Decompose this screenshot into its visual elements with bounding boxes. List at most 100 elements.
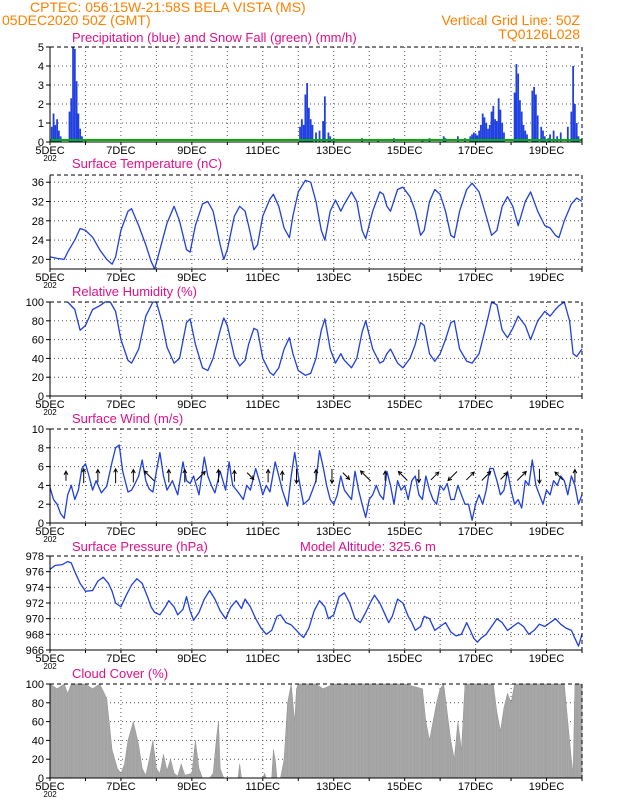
precip-bar — [572, 66, 575, 142]
wind-vector-head — [143, 470, 149, 475]
temperature-xtick-label: 5DEC — [35, 272, 64, 284]
temperature-title: Surface Temperature (nC) — [72, 156, 223, 171]
cloud-xtick-label: 15DEC — [387, 781, 423, 793]
precip-ytick-label: 5 — [38, 42, 44, 54]
wind-vector-head — [232, 469, 237, 475]
pressure-xtick-label: 7DEC — [106, 653, 135, 665]
precip-bar — [549, 134, 551, 142]
temperature-xtick-label: 15DEC — [387, 272, 423, 284]
pressure-ytick-label: 966 — [26, 645, 44, 657]
precip-xtick-label: 17DEC — [458, 145, 494, 157]
precip-bar — [540, 126, 543, 142]
temperature-ytick-label: 28 — [32, 216, 44, 228]
precip-bar — [492, 105, 495, 142]
precip-bar — [79, 128, 82, 142]
wind-vector-head — [130, 468, 136, 474]
cloud-ytick-label: 80 — [32, 698, 44, 710]
wind-vector — [466, 471, 475, 481]
pressure-year-label: 202 — [43, 662, 57, 671]
temperature-xtick-label: 11DEC — [245, 272, 280, 284]
wind-ytick-label: 10 — [32, 424, 44, 436]
wind-ytick-label: 8 — [38, 443, 44, 455]
wind-vector-head — [382, 470, 388, 475]
humidity-xtick-label: 7DEC — [106, 399, 135, 411]
precip-bar — [308, 107, 310, 142]
precip-bar — [52, 113, 55, 142]
precip-ytick-label: 0 — [38, 137, 44, 149]
cloud-ytick-label: 40 — [32, 735, 44, 747]
precip-xtick-label: 7DEC — [106, 145, 135, 157]
pressure-xtick-label: 11DEC — [245, 653, 280, 665]
pressure-ytick-label: 978 — [26, 551, 44, 563]
wind-vector — [500, 472, 508, 480]
precip-bar — [536, 115, 539, 142]
cloud-title: Cloud Cover (%) — [72, 666, 169, 681]
wind-vector-head — [313, 468, 319, 474]
cloud-xtick-label: 13DEC — [316, 781, 352, 793]
cloud-ytick-label: 20 — [32, 754, 44, 766]
precip-bar — [322, 121, 324, 142]
wind-vector — [481, 471, 492, 481]
wind-vector-head — [182, 468, 188, 474]
temperature-xtick-label: 19DEC — [529, 272, 565, 284]
wind-vector-head — [470, 471, 475, 477]
temperature-ytick-label: 24 — [32, 235, 44, 247]
precip-bar — [513, 92, 516, 142]
humidity-ytick-label: 60 — [32, 335, 44, 347]
wind-vector-head — [63, 470, 69, 475]
precip-bar — [566, 126, 569, 142]
wind-vector-head — [572, 468, 578, 474]
wind-vector-head — [166, 468, 172, 474]
precip-bar — [471, 134, 473, 142]
wind-ytick-label: 4 — [38, 480, 44, 492]
precip-bar — [542, 130, 544, 142]
wind-xtick-label: 19DEC — [529, 526, 565, 538]
pressure-xtick-label: 15DEC — [387, 653, 423, 665]
precip-xtick-label: 9DEC — [177, 145, 206, 157]
precip-bar — [483, 117, 486, 142]
precip-ytick-label: 3 — [38, 80, 44, 92]
temperature-series-line — [49, 179, 583, 270]
wind-vector-head — [397, 470, 403, 476]
wind-xtick-label: 15DEC — [387, 526, 423, 538]
wind-vector-head — [113, 467, 118, 473]
run-date-header: 05DEC2020 50Z (GMT) — [2, 12, 151, 28]
pressure-xtick-label: 5DEC — [35, 653, 64, 665]
wind-vector-head — [537, 479, 542, 485]
wind-vector-head — [201, 470, 206, 476]
precip-bar — [481, 113, 484, 142]
humidity-title: Relative Humidity (%) — [72, 284, 197, 299]
wind-vector-head — [279, 470, 285, 475]
humidity-xtick-label: 11DEC — [245, 399, 280, 411]
precip-xtick-label: 19DEC — [529, 145, 565, 157]
precip-bar — [315, 132, 317, 142]
precip-bar — [480, 124, 482, 142]
wind-xtick-label: 11DEC — [245, 526, 280, 538]
cloud-ytick-label: 60 — [32, 717, 44, 729]
wind-vector-head — [95, 468, 101, 474]
precip-xtick-label: 11DEC — [245, 145, 280, 157]
precip-bar — [318, 130, 321, 142]
cloud-xtick-label: 19DEC — [529, 781, 565, 793]
precip-bar — [499, 109, 502, 142]
wind-vector-head — [329, 479, 335, 485]
humidity-ytick-label: 40 — [32, 353, 44, 365]
wind-ytick-label: 0 — [38, 518, 44, 530]
precip-ytick-label: 1 — [38, 118, 44, 130]
pressure-ytick-label: 968 — [26, 629, 44, 641]
wind-vector — [143, 470, 155, 482]
location-header: CPTEC: 056:15W-21:58S BELA VISTA (MS) — [30, 0, 306, 15]
precip-bar — [77, 113, 80, 142]
pressure-xtick-label: 17DEC — [458, 653, 494, 665]
precip-bar — [300, 119, 303, 142]
wind-vector — [342, 472, 350, 480]
precip-bar — [535, 94, 537, 142]
precip-bar — [487, 128, 489, 142]
precip-bar — [299, 126, 301, 142]
cloud-ytick-label: 0 — [38, 773, 44, 785]
precip-bar — [70, 98, 73, 142]
temperature-xtick-label: 7DEC — [106, 272, 135, 284]
wind-xtick-label: 13DEC — [316, 526, 352, 538]
wind-xtick-label: 5DEC — [35, 526, 64, 538]
precip-year-label: 202 — [43, 154, 57, 163]
